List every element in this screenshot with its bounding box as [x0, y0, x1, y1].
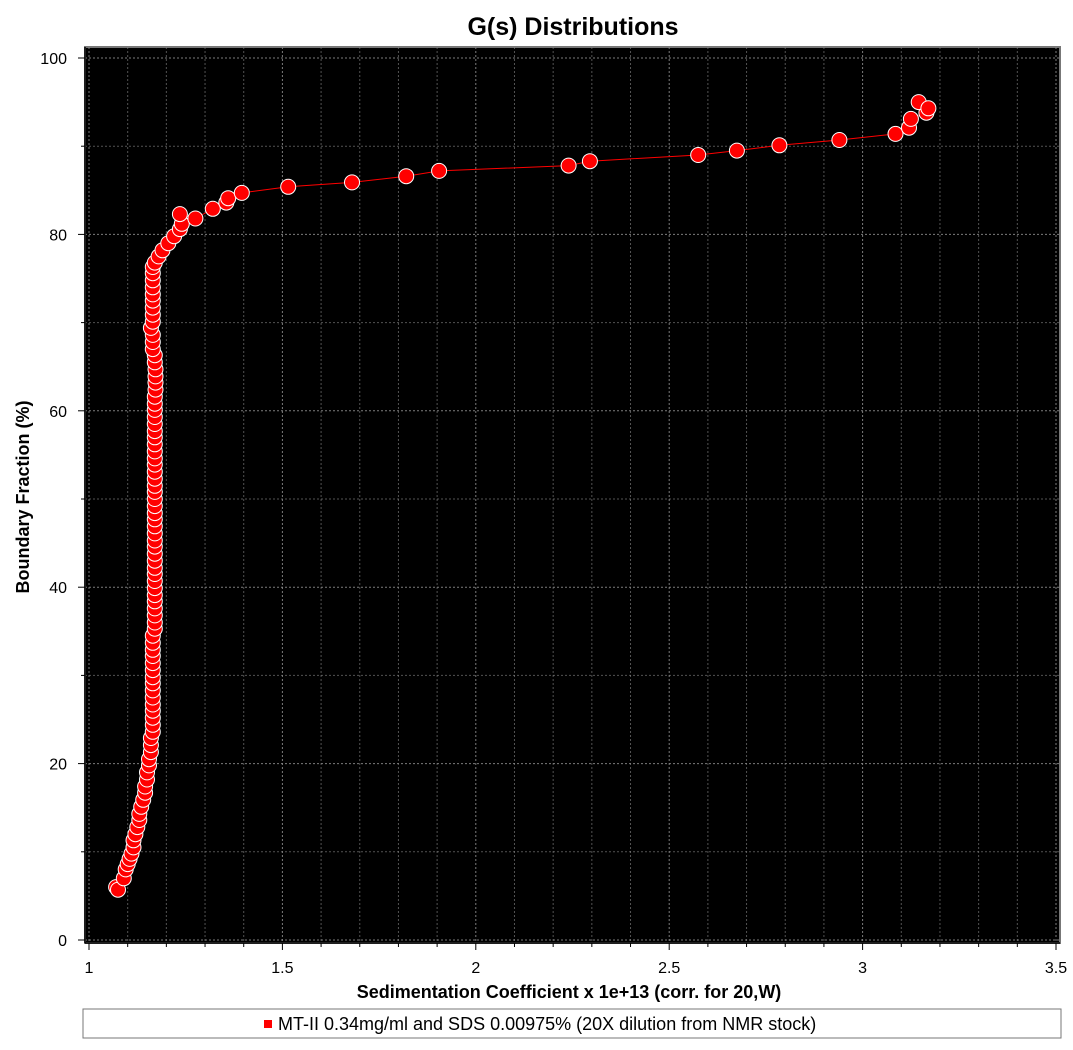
data-point: [690, 147, 707, 163]
x-axis-label: Sedimentation Coefficient x 1e+13 (corr.…: [357, 982, 782, 1002]
x-tick-label: 1.5: [271, 960, 293, 977]
y-tick-label: 40: [49, 580, 67, 597]
grid-lines: [85, 47, 1060, 943]
data-point: [560, 157, 577, 174]
data-point: [920, 100, 937, 117]
x-tick-label: 2: [471, 960, 480, 977]
data-point: [280, 178, 297, 195]
plot-area: [84, 46, 1061, 944]
data-point: [344, 174, 360, 191]
data-point: [233, 184, 250, 201]
data-point: [831, 132, 848, 148]
axes: 1 1.5 2 2.5 3 3.5 0 20 40 60 80 100: [40, 47, 1067, 977]
y-tick-label: 20: [49, 757, 67, 774]
y-tick-label: 0: [58, 933, 67, 950]
y-axis-label: Boundary Fraction (%): [13, 400, 33, 593]
legend: MT-II 0.34mg/ml and SDS 0.00975% (20X di…: [82, 1008, 1062, 1039]
data-point: [887, 125, 904, 142]
y-tick-label: 80: [49, 227, 67, 244]
chart-title: G(s) Distributions: [467, 13, 678, 41]
data-point: [187, 210, 204, 227]
data-point: [771, 137, 788, 154]
x-tick-label: 1: [85, 960, 94, 977]
data-point: [171, 206, 188, 223]
data-point: [728, 142, 745, 159]
legend-label: MT-II 0.34mg/ml and SDS 0.00975% (20X di…: [278, 1014, 816, 1034]
data-point: [220, 190, 237, 207]
y-tick-label: 100: [40, 51, 67, 68]
data-point: [431, 162, 448, 179]
x-tick-label: 2.5: [658, 960, 680, 977]
data-point: [902, 110, 919, 127]
y-tick-label: 60: [49, 404, 67, 421]
data-point: [581, 153, 598, 170]
data-point: [398, 168, 415, 185]
data-point: [204, 200, 221, 217]
x-tick-label: 3.5: [1045, 960, 1067, 977]
x-tick-label: 3: [858, 960, 867, 977]
legend-box: [82, 1008, 1062, 1039]
data-series: [108, 94, 937, 898]
legend-swatch: [264, 1020, 272, 1028]
